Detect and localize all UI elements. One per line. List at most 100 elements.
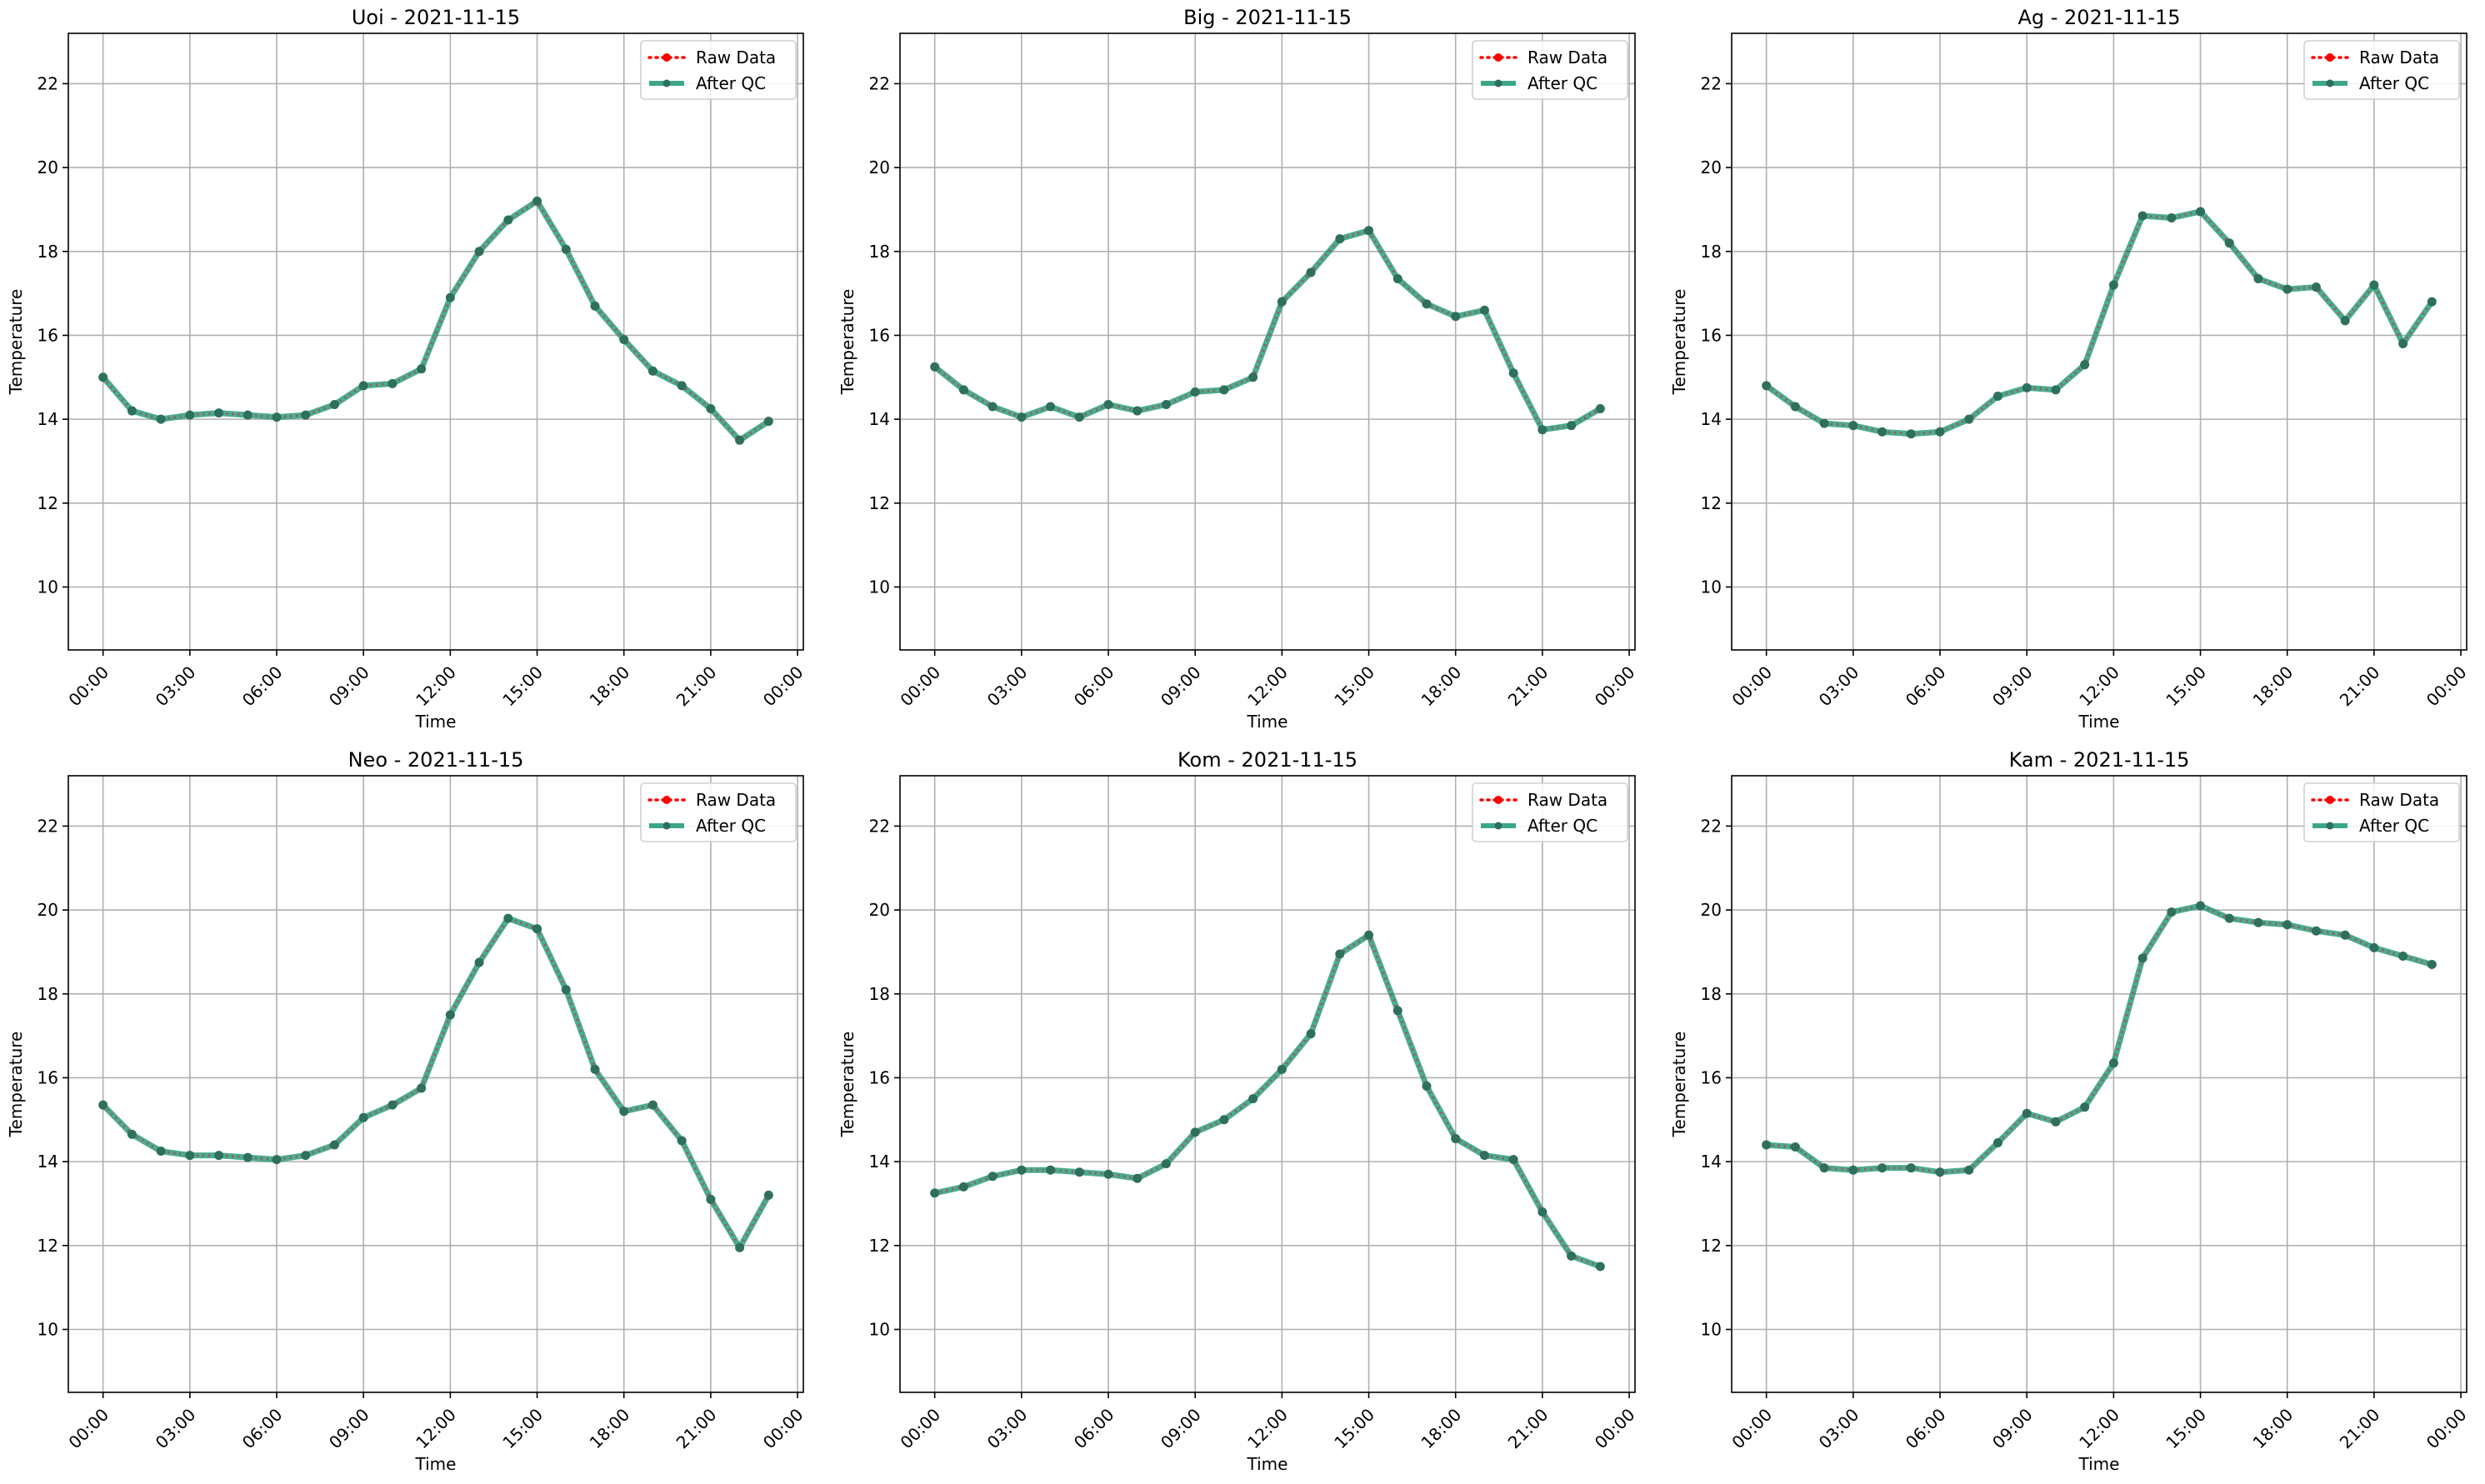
y-tick-label: 14 (38, 409, 58, 429)
data-point-after-qc (1906, 1163, 1916, 1173)
x-tick-label: 12:00 (2075, 1405, 2123, 1453)
x-tick-label: 00:00 (759, 662, 808, 711)
y-tick-label: 22 (869, 816, 890, 836)
data-point-after-qc (1248, 1094, 1258, 1104)
y-tick-label: 12 (1701, 1236, 1722, 1256)
data-point-after-qc (1392, 1006, 1402, 1016)
x-tick-label: 12:00 (412, 1405, 460, 1453)
y-axis-label: Temperature (6, 289, 26, 396)
data-point-after-qc (1132, 406, 1142, 416)
y-tick-label: 18 (38, 984, 58, 1004)
y-tick-label: 16 (869, 1067, 890, 1087)
data-point-after-qc (2282, 284, 2292, 294)
legend: Raw Data After QC (2303, 782, 2460, 842)
y-tick-label: 10 (1701, 577, 1722, 597)
chart-title: Kom - 2021-11-15 (1178, 748, 1358, 772)
data-point-after-qc (1762, 1140, 1772, 1150)
data-point-after-qc (2224, 238, 2234, 248)
data-point-after-qc (2398, 951, 2408, 961)
x-tick-label: 12:00 (1243, 1405, 1292, 1453)
data-point-after-qc (417, 364, 427, 374)
data-point-after-qc (1335, 949, 1345, 959)
data-point-after-qc (503, 215, 513, 225)
data-point-after-qc (1422, 299, 1432, 309)
data-point-after-qc (1538, 1207, 1548, 1217)
y-tick-label: 18 (1701, 984, 1722, 1004)
chart-title: Big - 2021-11-15 (1183, 6, 1352, 29)
x-tick-label: 09:00 (325, 662, 373, 711)
y-tick-label: 14 (1701, 1152, 1722, 1172)
data-point-after-qc (1364, 930, 1374, 940)
x-tick-label: 00:00 (64, 662, 112, 711)
legend-label-after-qc: After QC (1528, 816, 1598, 836)
data-point-after-qc (2224, 913, 2234, 923)
data-point-after-qc (2398, 339, 2408, 349)
data-point-after-qc (2108, 1058, 2118, 1068)
x-tick-label: 06:00 (238, 1405, 287, 1453)
subplot-6: 00:00 03:00 06:00 09:00 12:00 15:00 18:00 21:00… (1669, 748, 2471, 1474)
x-tick-label: 21:00 (2336, 1405, 2384, 1453)
data-point-after-qc (272, 1155, 282, 1165)
data-point-after-qc (242, 410, 252, 420)
data-point-after-qc (2311, 282, 2321, 292)
y-tick-label: 14 (38, 1152, 58, 1172)
chart-title: Uoi - 2021-11-15 (352, 6, 520, 29)
y-tick-label: 22 (38, 816, 58, 836)
data-point-after-qc (532, 196, 542, 206)
x-tick-label: 18:00 (1418, 1405, 1466, 1453)
data-point-after-qc (1790, 402, 1800, 412)
y-tick-label: 18 (38, 242, 58, 262)
data-point-after-qc (988, 402, 998, 412)
x-tick-label: 00:00 (1591, 662, 1639, 711)
data-point-after-qc (242, 1152, 252, 1162)
y-tick-label: 16 (1701, 1067, 1722, 1087)
x-tick-label: 00:00 (759, 1405, 808, 1453)
y-axis-label: Temperature (1669, 1032, 1689, 1138)
legend: Raw Data After QC (1472, 40, 1628, 100)
x-tick-label: 03:00 (152, 662, 200, 711)
data-point-after-qc (358, 1112, 368, 1122)
x-tick-label: 15:00 (2162, 662, 2210, 711)
legend-label-raw-data: Raw Data (696, 47, 776, 67)
y-tick-label: 20 (869, 900, 890, 920)
data-point-after-qc (2167, 212, 2177, 222)
data-point-after-qc (2253, 917, 2263, 927)
subplot-3: 00:00 03:00 06:00 09:00 12:00 15:00 18:00 21:00… (1669, 6, 2471, 732)
data-point-after-qc (958, 1182, 968, 1192)
data-point-after-qc (358, 381, 368, 391)
data-point-after-qc (763, 417, 773, 427)
plot-area (68, 776, 803, 1392)
y-tick-label: 12 (869, 1236, 890, 1256)
x-tick-label: 06:00 (1070, 1405, 1118, 1453)
data-point-after-qc (1306, 1029, 1316, 1039)
series-line-raw-data (102, 917, 770, 1251)
y-tick-label: 20 (38, 157, 58, 177)
data-point-after-qc (1567, 421, 1577, 431)
y-tick-label: 20 (1701, 900, 1722, 920)
data-point-after-qc (388, 378, 398, 388)
data-point-after-qc (1906, 429, 1916, 439)
data-point-after-qc (474, 957, 484, 967)
x-tick-label: 03:00 (983, 1405, 1032, 1453)
x-tick-label: 03:00 (152, 1405, 200, 1453)
series-line-raw-data (1766, 904, 2432, 1174)
data-point-after-qc (2080, 1102, 2090, 1112)
axes-frame (1731, 775, 2468, 1393)
legend-label-after-qc: After QC (2359, 816, 2429, 836)
data-point-after-qc (156, 414, 166, 424)
x-axis-label: Time (2078, 1454, 2120, 1474)
data-point-after-qc (1819, 1163, 1829, 1173)
legend-label-raw-data: Raw Data (1528, 47, 1608, 67)
data-point-after-qc (619, 1107, 629, 1117)
y-tick-label: 10 (869, 577, 890, 597)
axes-frame (68, 775, 804, 1393)
y-tick-label: 22 (1701, 816, 1722, 836)
data-point-after-qc (1074, 412, 1084, 422)
data-point-after-qc (1819, 418, 1829, 428)
data-point-after-qc (1992, 391, 2002, 401)
y-tick-label: 16 (1701, 325, 1722, 345)
data-point-after-qc (1335, 234, 1345, 244)
data-point-after-qc (619, 334, 629, 344)
data-point-after-qc (2022, 1108, 2032, 1118)
data-point-after-qc (1277, 297, 1287, 307)
